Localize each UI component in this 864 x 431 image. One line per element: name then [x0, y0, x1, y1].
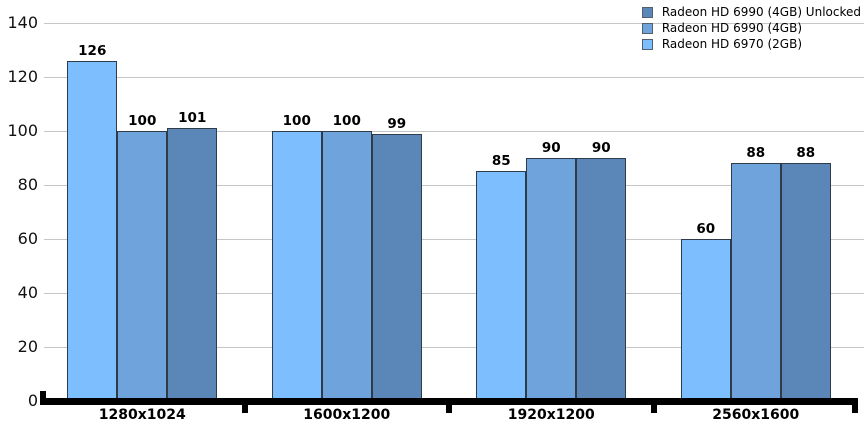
- gridline: [44, 23, 864, 24]
- x-axis-tick: [852, 398, 858, 413]
- x-axis-tick: [242, 398, 248, 413]
- bar: 60: [680, 221, 731, 401]
- y-tick-label: 100: [7, 121, 38, 140]
- bar-group: 60 88 88: [654, 23, 859, 401]
- legend: Radeon HD 6990 (4GB) Unlocked Radeon HD 6…: [641, 4, 861, 52]
- x-axis-left-endcap: [40, 391, 46, 405]
- plot-area: 126 100 101 100 100 99 85 90 90 60 88 88: [40, 23, 858, 401]
- bar: 90: [576, 140, 627, 401]
- bar: 101: [167, 110, 218, 401]
- bar-value-label: 100: [282, 113, 311, 129]
- x-tick-label: 2560x1600: [712, 407, 800, 423]
- x-axis-tick: [446, 398, 452, 413]
- x-axis-labels: 1280x1024 1600x1200 1920x1200 2560x1600: [40, 407, 858, 423]
- x-axis-line: [40, 391, 858, 413]
- bar-group: 100 100 99: [245, 23, 450, 401]
- bar-value-label: 88: [746, 145, 766, 161]
- y-tick-label: 60: [17, 229, 38, 248]
- gridline: [44, 347, 864, 348]
- bar-group: 85 90 90: [449, 23, 654, 401]
- bar: 100: [271, 113, 322, 401]
- bar-value-label: 90: [591, 140, 611, 156]
- bar-group: 126 100 101: [40, 23, 245, 401]
- x-tick-label: 1920x1200: [507, 407, 595, 423]
- legend-swatch-icon: [641, 38, 653, 50]
- legend-swatch-icon: [641, 6, 653, 18]
- y-tick-label: 140: [7, 13, 38, 32]
- bar-value-label: 100: [332, 113, 361, 129]
- bar-value-label: 101: [178, 110, 207, 126]
- gridline: [44, 131, 864, 132]
- bar-value-label: 100: [128, 113, 157, 129]
- bar: 99: [371, 116, 422, 401]
- y-tick-label: 20: [17, 337, 38, 356]
- bar: 88: [730, 145, 781, 401]
- bar-value-label: 126: [78, 43, 107, 59]
- y-tick-label: 40: [17, 283, 38, 302]
- x-tick-label: 1600x1200: [303, 407, 391, 423]
- gridline: [44, 77, 864, 78]
- bar-value-label: 88: [796, 145, 816, 161]
- bar: 85: [476, 153, 527, 401]
- legend-item: Radeon HD 6990 (4GB): [641, 20, 861, 36]
- bar-value-label: 90: [541, 140, 561, 156]
- legend-item: Radeon HD 6970 (2GB): [641, 36, 861, 52]
- bar: 100: [321, 113, 372, 401]
- bar-value-label: 85: [491, 153, 511, 169]
- y-tick-label: 0: [27, 391, 38, 410]
- gridline: [44, 293, 864, 294]
- legend-item: Radeon HD 6990 (4GB) Unlocked: [641, 4, 861, 20]
- bar: 126: [67, 43, 118, 401]
- x-axis-tick: [651, 398, 657, 413]
- y-tick-label: 80: [17, 175, 38, 194]
- legend-label: Radeon HD 6990 (4GB): [661, 21, 802, 35]
- bar-value-label: 99: [387, 116, 407, 132]
- legend-label: Radeon HD 6970 (2GB): [661, 37, 802, 51]
- gridline: [44, 239, 864, 240]
- legend-swatch-icon: [641, 22, 653, 34]
- x-tick-label: 1280x1024: [98, 407, 186, 423]
- bar: 100: [117, 113, 168, 401]
- bar: 90: [526, 140, 577, 401]
- bar: 88: [780, 145, 831, 401]
- bar-value-label: 60: [696, 221, 716, 237]
- y-tick-label: 120: [7, 67, 38, 86]
- gridline: [44, 185, 864, 186]
- legend-label: Radeon HD 6990 (4GB) Unlocked: [661, 5, 861, 19]
